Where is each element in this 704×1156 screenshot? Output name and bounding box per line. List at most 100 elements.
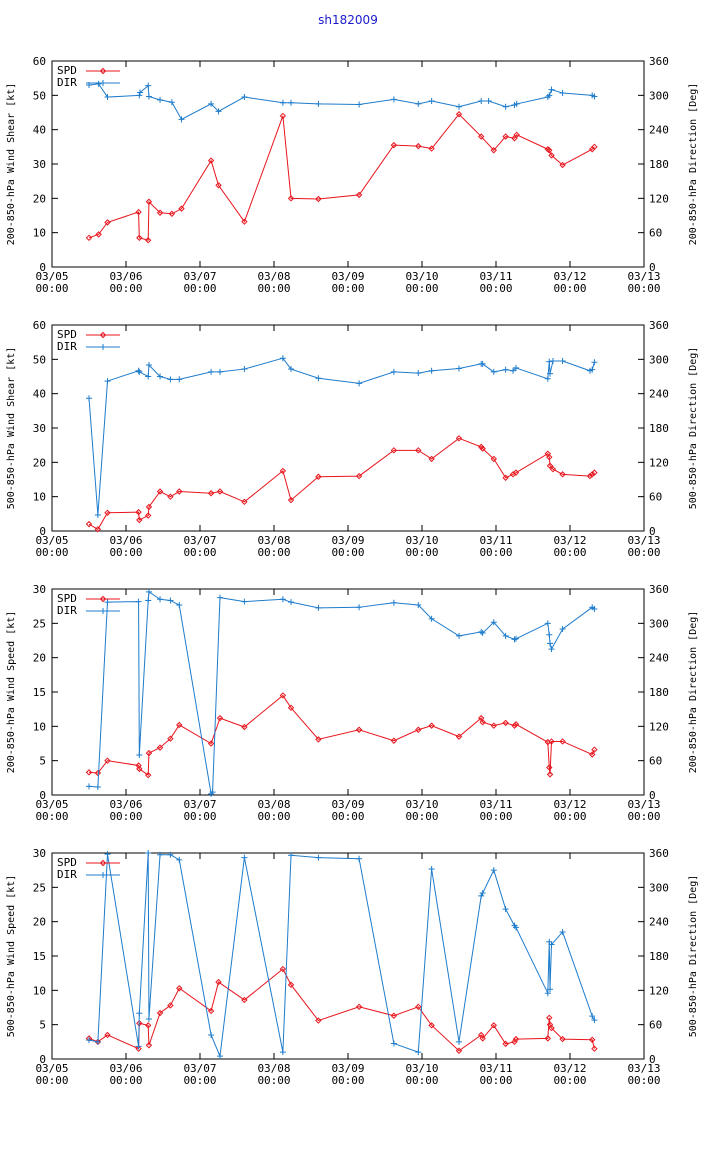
spd-point — [94, 526, 102, 533]
x-tick-time: 00:00 — [257, 810, 290, 823]
x-tick-date: 03/07 — [183, 798, 216, 811]
dir-point — [288, 99, 295, 106]
dir-point — [544, 620, 551, 627]
x-tick-time: 00:00 — [109, 1074, 142, 1087]
spd-point — [287, 195, 295, 202]
y2-tick-label: 300 — [649, 353, 669, 366]
x-tick-time: 00:00 — [553, 282, 586, 295]
spd-point — [355, 1003, 363, 1011]
dir-point — [490, 619, 497, 626]
legend-label-spd: SPD — [57, 592, 77, 605]
dir-point — [86, 783, 92, 790]
x-tick-date: 03/06 — [109, 1062, 142, 1075]
x-tick-time: 00:00 — [553, 810, 586, 823]
dir-point — [479, 360, 486, 367]
spd-point — [588, 471, 596, 478]
legend-marker-spd — [99, 859, 107, 867]
spd-point — [591, 143, 598, 151]
y-tick-label: 60 — [33, 55, 46, 68]
dir-point — [315, 375, 322, 382]
y-tick-label: 60 — [33, 319, 46, 332]
y2-tick-label: 300 — [649, 617, 669, 630]
legend-label-spd: SPD — [57, 856, 77, 869]
spd-point — [167, 493, 174, 500]
dir-point — [241, 366, 248, 373]
spd-point — [428, 145, 435, 152]
dir-point — [241, 94, 248, 101]
series-spd — [85, 111, 598, 244]
y2-tick-label: 60 — [649, 227, 662, 240]
y2-tick-label: 0 — [649, 789, 656, 802]
x-tick-date: 03/05 — [35, 798, 68, 811]
dir-point — [512, 924, 519, 931]
y2-tick-label: 60 — [649, 755, 662, 768]
x-tick-time: 00:00 — [35, 1074, 68, 1087]
legend-label-dir: DIR — [57, 340, 77, 353]
x-tick-time: 00:00 — [183, 810, 216, 823]
series-line-dir — [88, 83, 595, 121]
spd-point — [176, 985, 183, 992]
spd-point — [512, 1035, 520, 1043]
spd-point — [559, 471, 566, 478]
dir-point — [216, 1053, 223, 1060]
dir-point — [145, 82, 152, 89]
spd-point — [241, 996, 248, 1004]
spd-point — [559, 738, 566, 745]
y2-axis-label: 500-850-hPa Direction [Deg] — [688, 347, 699, 510]
y2-tick-label: 180 — [649, 686, 669, 699]
x-tick-date: 03/12 — [553, 1062, 586, 1075]
y-tick-label: 30 — [33, 422, 46, 435]
x-tick-time: 00:00 — [257, 546, 290, 559]
dir-point — [428, 866, 435, 873]
y-tick-label: 15 — [33, 686, 46, 699]
dir-point — [145, 597, 152, 604]
y2-tick-label: 360 — [649, 319, 669, 332]
dir-point — [241, 598, 248, 605]
series-line-spd — [88, 968, 595, 1052]
x-tick-date: 03/13 — [627, 270, 660, 283]
x-tick-date: 03/12 — [553, 534, 586, 547]
x-tick-date: 03/08 — [257, 798, 290, 811]
y2-tick-label: 0 — [649, 261, 656, 274]
spd-point — [144, 1022, 152, 1029]
dir-point — [104, 599, 111, 606]
spd-point — [315, 473, 322, 480]
y-tick-label: 15 — [33, 950, 46, 963]
dir-point — [356, 101, 363, 108]
spd-point — [216, 714, 224, 722]
legend-label-dir: DIR — [57, 76, 77, 89]
legend-marker-dir — [100, 608, 106, 614]
spd-point — [490, 147, 497, 154]
y-tick-label: 50 — [33, 89, 46, 102]
spd-point — [415, 142, 422, 150]
dir-point — [136, 368, 143, 375]
x-tick-date: 03/06 — [109, 534, 142, 547]
spd-point — [428, 455, 435, 463]
dir-point — [137, 89, 144, 96]
dir-point — [390, 96, 397, 103]
spd-point — [207, 1007, 215, 1015]
dir-point — [216, 594, 223, 601]
spd-point — [176, 721, 183, 729]
dir-point — [356, 855, 363, 862]
spd-point — [479, 445, 486, 452]
dir-point — [176, 602, 183, 609]
y-tick-label: 0 — [39, 789, 46, 802]
spd-point — [156, 209, 164, 216]
dir-point — [176, 856, 183, 863]
spd-point — [502, 1040, 509, 1048]
y2-tick-label: 60 — [649, 1019, 662, 1032]
x-tick-time: 00:00 — [627, 810, 660, 823]
legend-label-spd: SPD — [57, 64, 77, 77]
y2-tick-label: 240 — [649, 388, 669, 401]
x-tick-time: 00:00 — [479, 1074, 512, 1087]
dir-point — [591, 359, 598, 366]
spd-point — [135, 208, 142, 216]
x-tick-date: 03/08 — [257, 270, 290, 283]
dir-point — [86, 1037, 92, 1044]
x-tick-date: 03/05 — [35, 270, 68, 283]
spd-point — [546, 147, 553, 154]
spd-point — [315, 1017, 322, 1024]
